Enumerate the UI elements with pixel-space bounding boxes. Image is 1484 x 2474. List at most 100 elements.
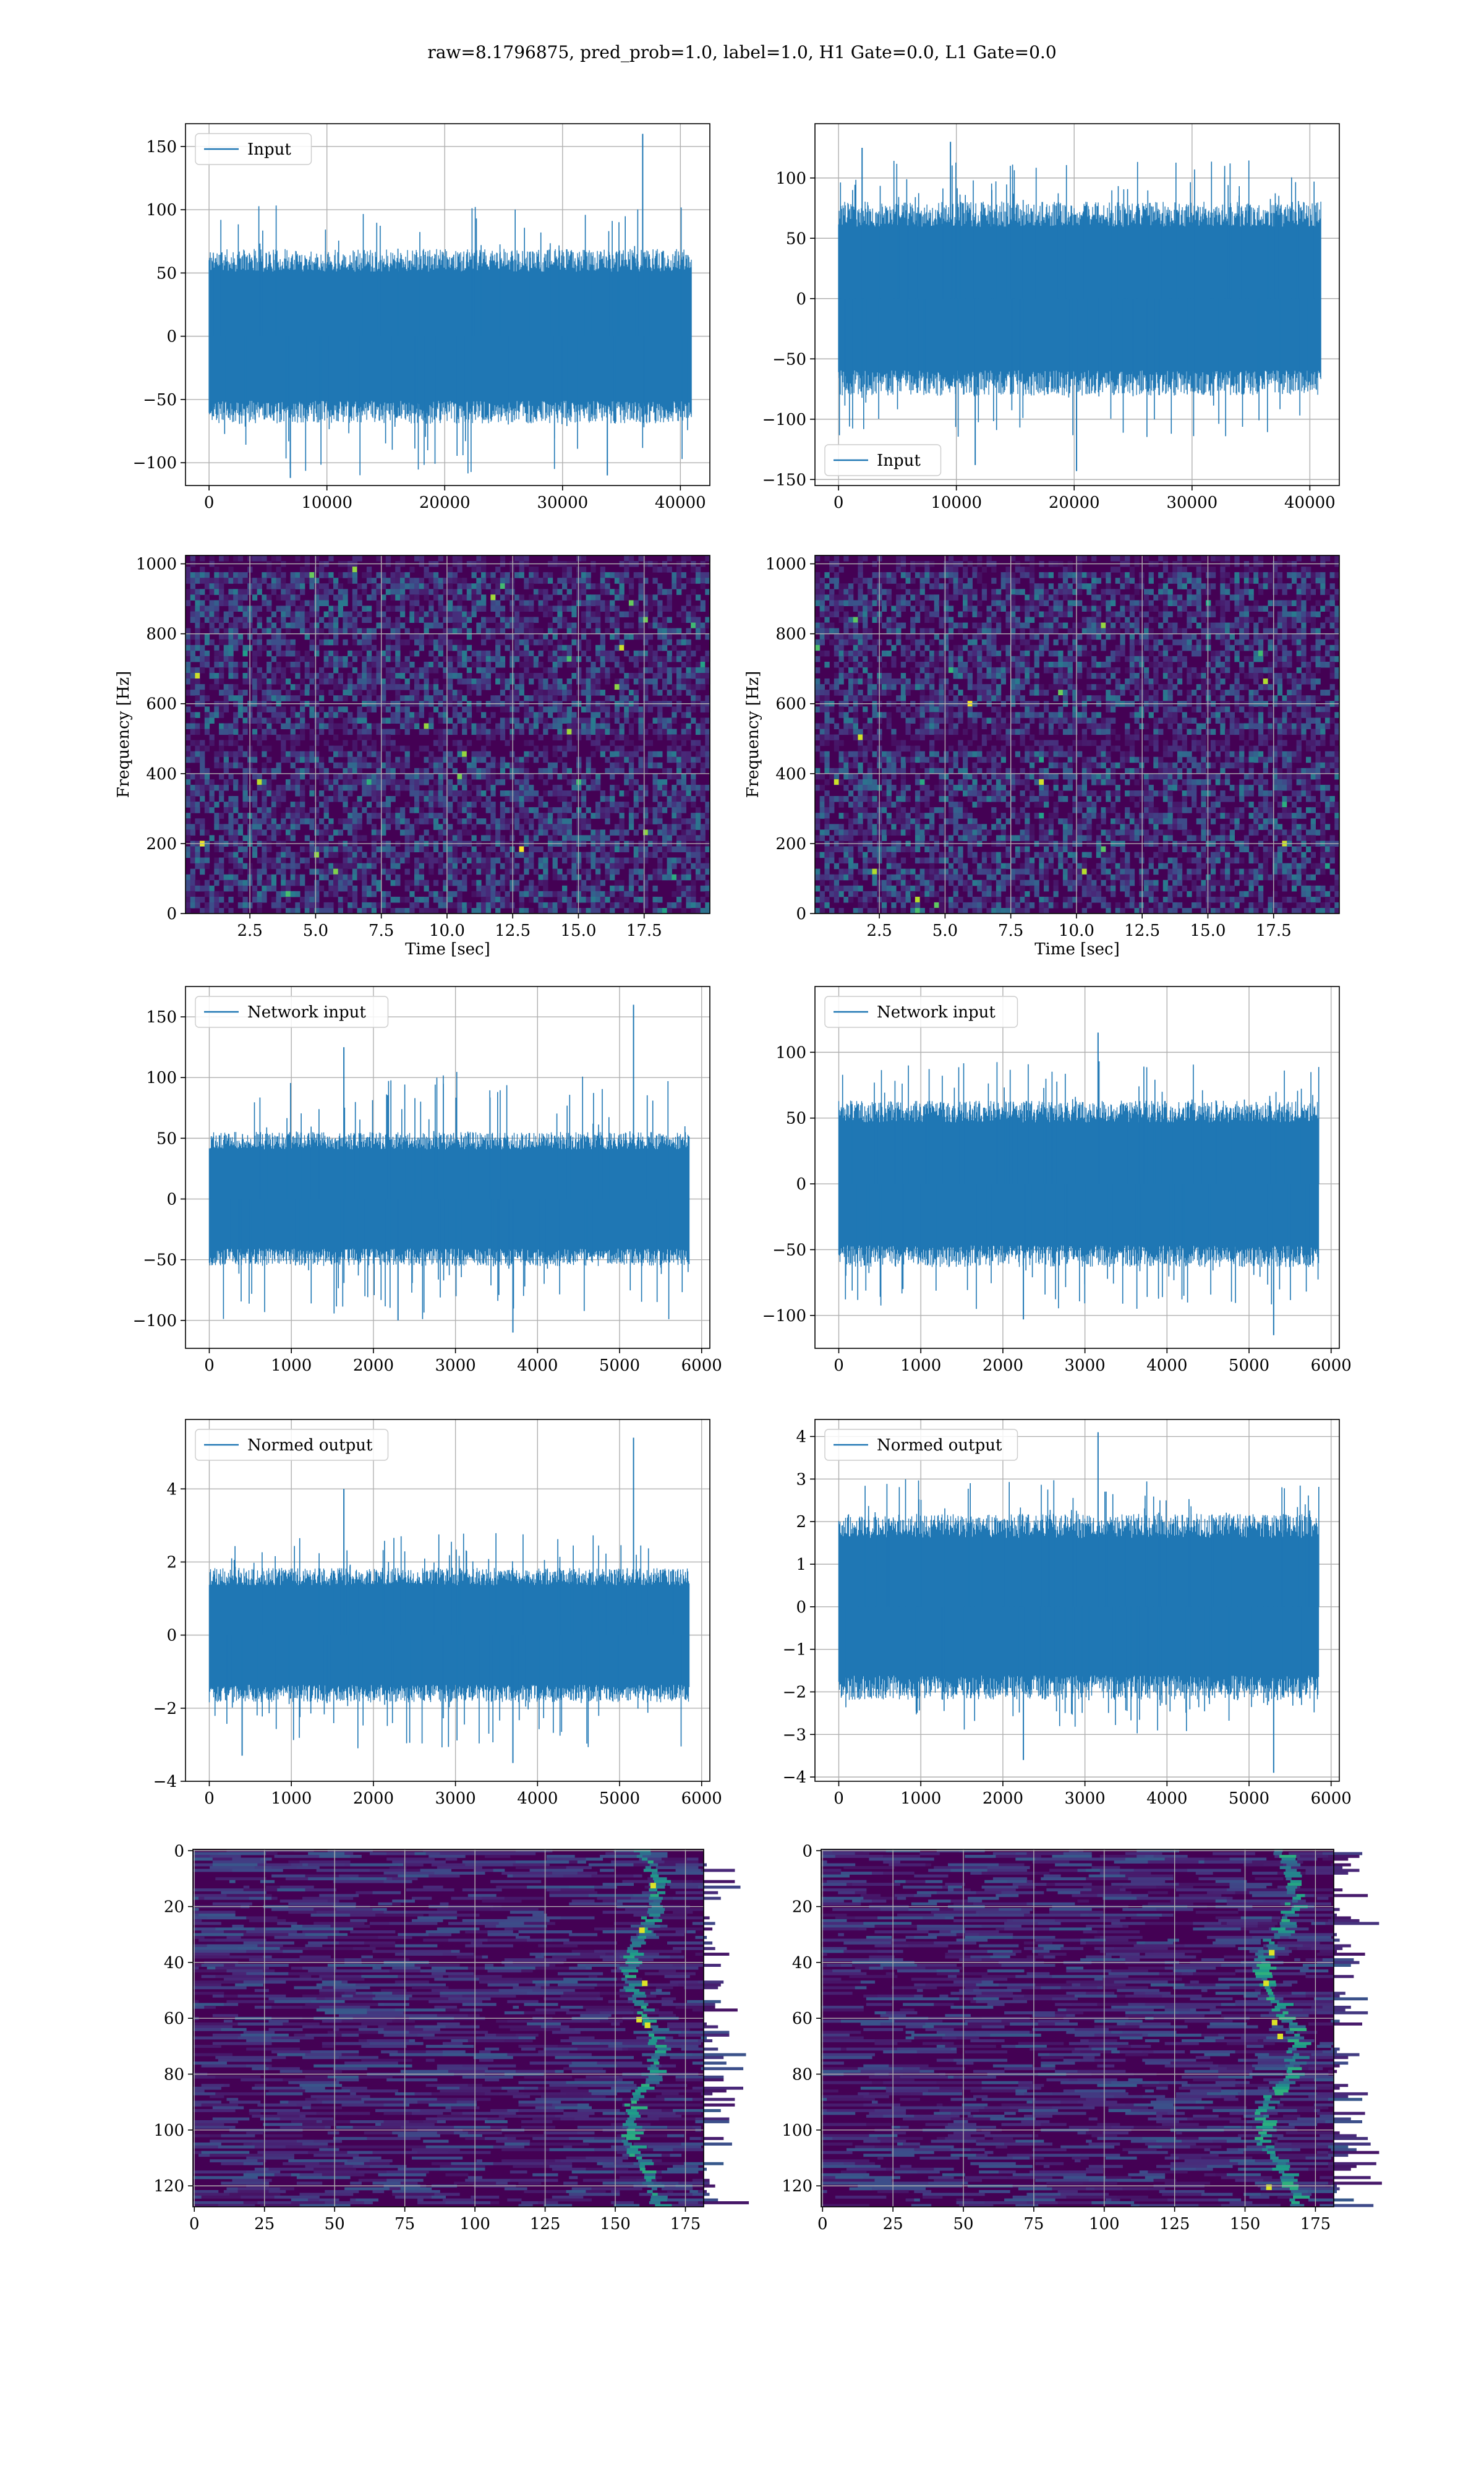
- feature-signal-cell: [627, 1947, 633, 1950]
- x-tick-label: 15.0: [561, 922, 597, 940]
- feature-signal-cell: [627, 1958, 639, 1961]
- spectrogram-hot-pixel: [915, 896, 920, 902]
- x-tick-label: 40000: [655, 494, 706, 512]
- feature-signal-cell: [654, 2061, 660, 2065]
- legend: Input: [824, 444, 942, 476]
- feature-signal-cell: [1281, 1919, 1290, 1922]
- feature-signal-cell: [647, 2058, 659, 2062]
- x-tick-label: 100: [459, 2215, 490, 2233]
- feature-signal-cell: [630, 2097, 639, 2101]
- legend-label: Network input: [247, 1003, 366, 1022]
- spectrogram-hot-pixel: [643, 829, 648, 836]
- spectrogram-hot-pixel: [566, 656, 572, 662]
- x-tick-label: 30000: [1166, 494, 1217, 512]
- x-tick-label: 175: [670, 2215, 701, 2233]
- feature-signal-cell: [1292, 2056, 1310, 2060]
- feature-signal-cell: [1287, 2036, 1305, 2040]
- feature-signal-cell: [634, 2003, 649, 2006]
- spectrogram-hot-pixel: [1258, 650, 1263, 656]
- feature-signal-cell: [1282, 2011, 1289, 2014]
- spectrogram-hot-pixel: [915, 908, 920, 914]
- x-tick-label: 10.0: [1059, 922, 1094, 940]
- x-tick-label: 1000: [271, 1356, 312, 1375]
- feature-hot-cell: [1263, 1980, 1269, 1987]
- feature-signal-cell: [1268, 1992, 1274, 1995]
- feature-signal-cell: [655, 2045, 667, 2048]
- spectrogram-hot-pixel: [314, 852, 319, 858]
- feature-signal-cell: [1262, 2148, 1268, 2152]
- feature-signal-cell: [1288, 2047, 1297, 2051]
- x-tick-label: 2000: [353, 1789, 394, 1808]
- spectrogram-hot-pixel: [872, 868, 877, 875]
- spectrogram-hot-pixel: [309, 572, 315, 578]
- x-tick-label: 2000: [983, 1789, 1023, 1808]
- feature-signal-cell: [1264, 2097, 1271, 2101]
- y-tick-label: 150: [146, 138, 177, 156]
- feature-signal-cell: [1287, 1883, 1302, 1886]
- feature-signal-cell: [643, 1924, 660, 1928]
- spectrogram-hot-pixel: [285, 891, 291, 897]
- x-tick-label: 25: [883, 2215, 903, 2233]
- feature-signal-cell: [631, 2100, 637, 2104]
- axes-frame: [185, 123, 710, 486]
- feature-signal-cell: [1255, 2137, 1263, 2140]
- feature-signal-cell: [1286, 2031, 1294, 2034]
- x-tick-label: 125: [530, 2215, 561, 2233]
- feature-signal-cell: [1294, 2053, 1300, 2057]
- x-tick-label: 4000: [517, 1789, 558, 1808]
- y-tick-label: 400: [775, 765, 806, 784]
- y-tick-label: 0: [166, 1627, 177, 1645]
- feature-signal-cell: [1263, 2103, 1269, 2107]
- feature-signal-cell: [1275, 2084, 1290, 2087]
- y-tick-label: 0: [796, 905, 806, 923]
- x-tick-label: 6000: [1311, 1789, 1352, 1808]
- feature-signal-cell: [1270, 2154, 1276, 2157]
- feature-signal-cell: [1289, 2025, 1306, 2029]
- feature-signal-cell: [649, 1896, 663, 1900]
- y-tick-label: 100: [775, 169, 806, 188]
- feature-signal-cell: [642, 2019, 657, 2023]
- feature-signal-cell: [1279, 1922, 1297, 1925]
- feature-signal-cell: [636, 1855, 642, 1858]
- feature-signal-cell: [631, 2106, 648, 2110]
- feature-signal-cell: [1274, 2092, 1284, 2095]
- legend: Network input: [195, 996, 389, 1028]
- feature-signal-cell: [649, 2039, 657, 2042]
- x-tick-label: 3000: [435, 1356, 476, 1375]
- legend: Normed output: [824, 1429, 1018, 1461]
- spectrogram-hot-pixel: [195, 673, 200, 678]
- x-tick-label: 0: [817, 2215, 828, 2233]
- spectrogram-hot-pixel: [462, 751, 467, 757]
- axes-frame: [821, 1849, 1334, 2207]
- feature-signal-cell: [1266, 2145, 1275, 2149]
- spectrogram-hot-pixel: [566, 729, 572, 735]
- spectrogram-hot-pixel: [614, 684, 620, 690]
- feature-signal-cell: [644, 2025, 659, 2029]
- feature-signal-cell: [1263, 2095, 1272, 2099]
- feature-signal-cell: [647, 2067, 659, 2071]
- feature-signal-cell: [653, 1899, 662, 1903]
- feature-hot-cell: [650, 1883, 656, 1889]
- feature-signal-cell: [642, 2181, 654, 2185]
- x-tick-label: 6000: [681, 1356, 722, 1375]
- y-tick-label: −50: [143, 1251, 177, 1270]
- feature-signal-cell: [647, 1907, 665, 1911]
- y-tick-label: 1: [796, 1556, 806, 1574]
- feature-signal-cell: [626, 1950, 638, 1953]
- feature-signal-cell: [1287, 1888, 1295, 1892]
- x-tick-label: 0: [834, 1789, 844, 1808]
- feature-signal-cell: [1291, 1907, 1300, 1911]
- spectrogram-image: [186, 555, 710, 914]
- feature-signal-cell: [649, 1883, 666, 1886]
- feature-signal-cell: [624, 2103, 630, 2107]
- spectrogram-hot-pixel: [858, 734, 863, 740]
- y-tick-label: 150: [146, 1008, 177, 1027]
- feature-signal-cell: [638, 2086, 655, 2090]
- feature-signal-cell: [1296, 1894, 1305, 1898]
- y-tick-label: 100: [153, 2121, 184, 2140]
- feature-signal-cell: [1281, 2019, 1293, 2023]
- x-tick-label: 2000: [983, 1356, 1023, 1375]
- y-tick-label: −50: [143, 391, 177, 409]
- feature-hot-cell: [642, 1980, 648, 1987]
- feature-signal-cell: [1258, 1955, 1275, 1959]
